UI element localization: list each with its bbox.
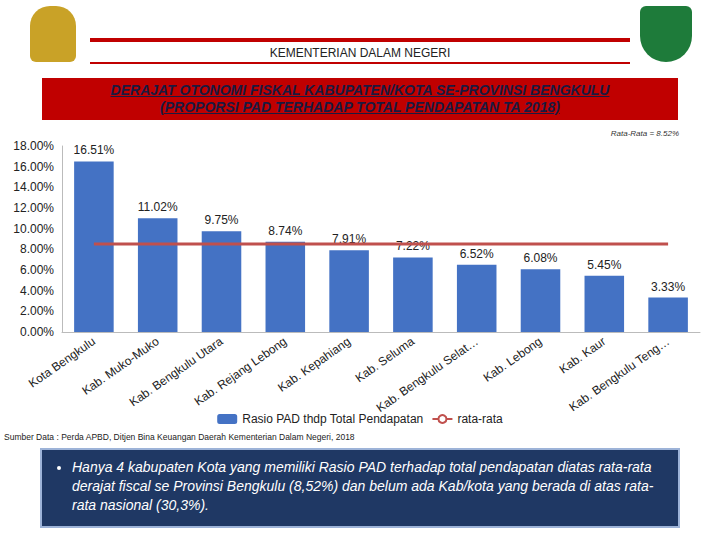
svg-text:Kab. Lebong: Kab. Lebong xyxy=(481,334,545,385)
svg-text:11.02%: 11.02% xyxy=(138,200,178,214)
svg-text:4.00%: 4.00% xyxy=(20,284,54,298)
svg-text:Kota Bengkulu: Kota Bengkulu xyxy=(26,334,98,391)
svg-text:Kab. Muko-Muko: Kab. Muko-Muko xyxy=(79,334,162,398)
html-text:Sumber Data : Perda APBD, Ditj: Sumber Data : Perda APBD, Ditjen Bina Ke… xyxy=(4,432,355,442)
svg-text:6.52%: 6.52% xyxy=(460,247,494,261)
svg-text:8.74%: 8.74% xyxy=(268,224,302,238)
svg-text:18.00%: 18.00% xyxy=(13,139,54,153)
svg-text:Kab. Rejang Lebong: Kab. Rejang Lebong xyxy=(192,334,290,408)
svg-text:6.08%: 6.08% xyxy=(523,251,557,265)
svg-text:Kab. Seluma: Kab. Seluma xyxy=(353,334,418,385)
svg-text:Rasio PAD thdp Total Pendapata: Rasio PAD thdp Total Pendapatan xyxy=(242,412,423,426)
svg-text:16.51%: 16.51% xyxy=(74,143,115,157)
svg-text:2.00%: 2.00% xyxy=(20,304,54,318)
html-text:(PROPORSI PAD TERHADAP TOTAL P: (PROPORSI PAD TERHADAP TOTAL PENDAPATAN … xyxy=(160,99,560,115)
svg-text:Rata-Rata = 8.52%: Rata-Rata = 8.52% xyxy=(611,129,679,138)
svg-text:5.45%: 5.45% xyxy=(587,258,621,272)
svg-text:8.00%: 8.00% xyxy=(20,242,54,256)
svg-text:Kab. Bengkulu Teng…: Kab. Bengkulu Teng… xyxy=(566,334,672,414)
html-text:Hanya 4 kabupaten Kota yang me: Hanya 4 kabupaten Kota yang memiliki Ras… xyxy=(72,459,654,513)
svg-text:10.00%: 10.00% xyxy=(13,222,54,236)
html-text:DERAJAT OTONOMI FISKAL KABUPAT: DERAJAT OTONOMI FISKAL KABUPATEN/KOTA SE… xyxy=(110,82,610,98)
svg-text:7.91%: 7.91% xyxy=(332,232,367,247)
svg-text:Kab. Kaur: Kab. Kaur xyxy=(557,334,609,376)
svg-text:6.00%: 6.00% xyxy=(20,263,54,277)
svg-text:rata-rata: rata-rata xyxy=(457,412,503,426)
svg-text:7.22%: 7.22% xyxy=(396,239,430,253)
svg-text:Kab. Kepahiang: Kab. Kepahiang xyxy=(275,334,353,394)
svg-text:12.00%: 12.00% xyxy=(13,201,54,215)
svg-text:3.33%: 3.33% xyxy=(651,280,685,294)
html-text:KEMENTERIAN DALAM NEGERI: KEMENTERIAN DALAM NEGERI xyxy=(269,46,451,60)
svg-text:Kab. Bengkulu Utara: Kab. Bengkulu Utara xyxy=(126,334,226,410)
svg-text:Kab. Bengkulu Selat…: Kab. Bengkulu Selat… xyxy=(374,334,481,415)
svg-text:9.75%: 9.75% xyxy=(204,213,238,227)
svg-text:16.00%: 16.00% xyxy=(13,160,54,174)
svg-text:14.00%: 14.00% xyxy=(13,180,54,194)
svg-text:0.00%: 0.00% xyxy=(20,325,54,339)
